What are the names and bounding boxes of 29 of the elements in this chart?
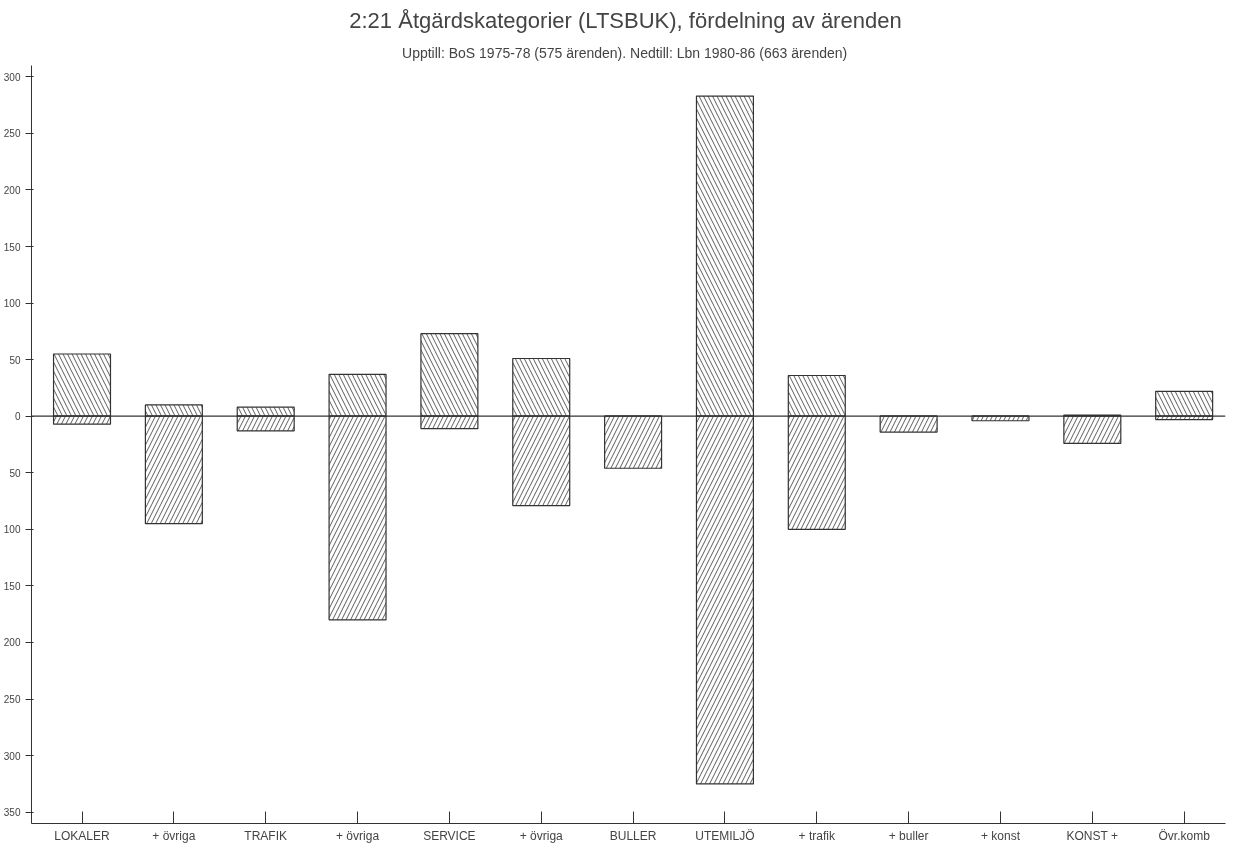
- y-tick-label: 350: [3, 807, 21, 819]
- y-tick-label: 250: [3, 128, 21, 140]
- x-tick-label: TRAFIK: [244, 828, 288, 843]
- y-tick-label: 300: [3, 71, 21, 83]
- y-tick-label: 200: [3, 184, 21, 196]
- y-tick-label: 100: [3, 524, 21, 536]
- x-tick-label: + övriga: [336, 828, 380, 843]
- chart-title: 2:21 Åtgärdskategorier (LTSBUK), fördelning av ärenden: [349, 7, 902, 33]
- x-tick-label: LOKALER: [54, 828, 111, 843]
- y-tick-label: 300: [3, 750, 21, 762]
- x-tick-label: + övriga: [519, 828, 564, 843]
- x-tick-label: KONST +: [1066, 828, 1118, 843]
- x-tick-label: + övriga: [152, 828, 196, 843]
- y-tick-label: 50: [9, 467, 21, 479]
- chart-subtitle: Upptill: BoS 1975-78 (575 ärenden). Nedtill: Lbn 1980-86 (663 ärenden): [402, 44, 848, 61]
- y-tick-label: 50: [9, 354, 21, 366]
- x-tick-label: SERVICE: [423, 828, 476, 843]
- y-tick-label: 100: [3, 298, 21, 310]
- x-tick-label: UTEMILJÖ: [695, 828, 755, 843]
- x-tick-label: + konst: [980, 828, 1021, 843]
- y-tick-label: 200: [3, 637, 21, 649]
- y-tick-label: 0: [14, 411, 21, 423]
- x-tick-label: BULLER: [609, 828, 657, 843]
- x-tick-label: Övr.komb: [1158, 828, 1211, 843]
- y-tick-label: 150: [3, 580, 21, 592]
- y-tick-label: 150: [3, 241, 21, 253]
- x-tick-label: + trafik: [798, 828, 836, 843]
- x-tick-label: + buller: [888, 828, 929, 843]
- y-tick-label: 250: [3, 694, 21, 706]
